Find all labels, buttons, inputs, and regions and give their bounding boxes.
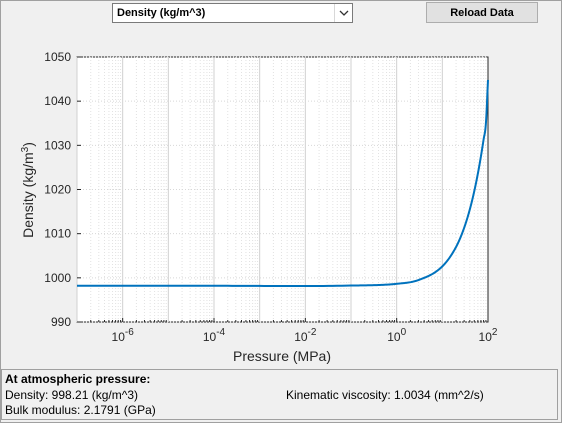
y-tick-label: 1000 — [44, 271, 71, 285]
y-axis-label: Density (kg/m3) — [20, 142, 36, 238]
x-tick-label: 100 — [387, 327, 406, 344]
y-tick-label: 1030 — [44, 138, 71, 152]
x-tick-label: 10-2 — [294, 327, 317, 344]
x-axis-ticks: 10-6 10-4 10-2 100 102 — [90, 318, 498, 344]
density-chart: 990 1000 1010 1020 1030 1040 1050 10-6 10-4 10-2… — [20, 50, 498, 364]
reload-data-button[interactable]: Reload Data — [426, 2, 538, 23]
density-readout: Density: 998.21 (kg/m^3) — [5, 388, 139, 402]
y-axis-ticks: 990 1000 1010 1020 1030 1040 1050 — [44, 50, 81, 329]
x-tick-label: 10-4 — [203, 327, 226, 344]
y-tick-label: 1020 — [44, 183, 71, 197]
quantity-select-value: Density (kg/m^3) — [117, 7, 206, 19]
quantity-select[interactable]: Density (kg/m^3) — [112, 3, 353, 23]
x-tick-label: 102 — [479, 327, 498, 344]
kinematic-viscosity-readout: Kinematic viscosity: 1.0034 (mm^2/s) — [286, 388, 484, 402]
chevron-down-icon[interactable] — [334, 4, 352, 22]
x-tick-label: 10-6 — [112, 327, 135, 344]
bulk-modulus-readout: Bulk modulus: 2.1791 (GPa) — [5, 403, 156, 417]
y-tick-label: 990 — [51, 315, 71, 329]
atmospheric-info-panel: At atmospheric pressure: Density: 998.21… — [1, 369, 558, 420]
info-heading: At atmospheric pressure: — [5, 372, 151, 386]
x-axis-label: Pressure (MPa) — [233, 348, 331, 364]
y-tick-label: 1050 — [44, 50, 71, 64]
plot-area — [76, 56, 489, 323]
density-curve — [77, 79, 489, 288]
y-tick-label: 1010 — [44, 227, 71, 241]
y-tick-label: 1040 — [44, 94, 71, 108]
grid-lines — [76, 56, 488, 323]
